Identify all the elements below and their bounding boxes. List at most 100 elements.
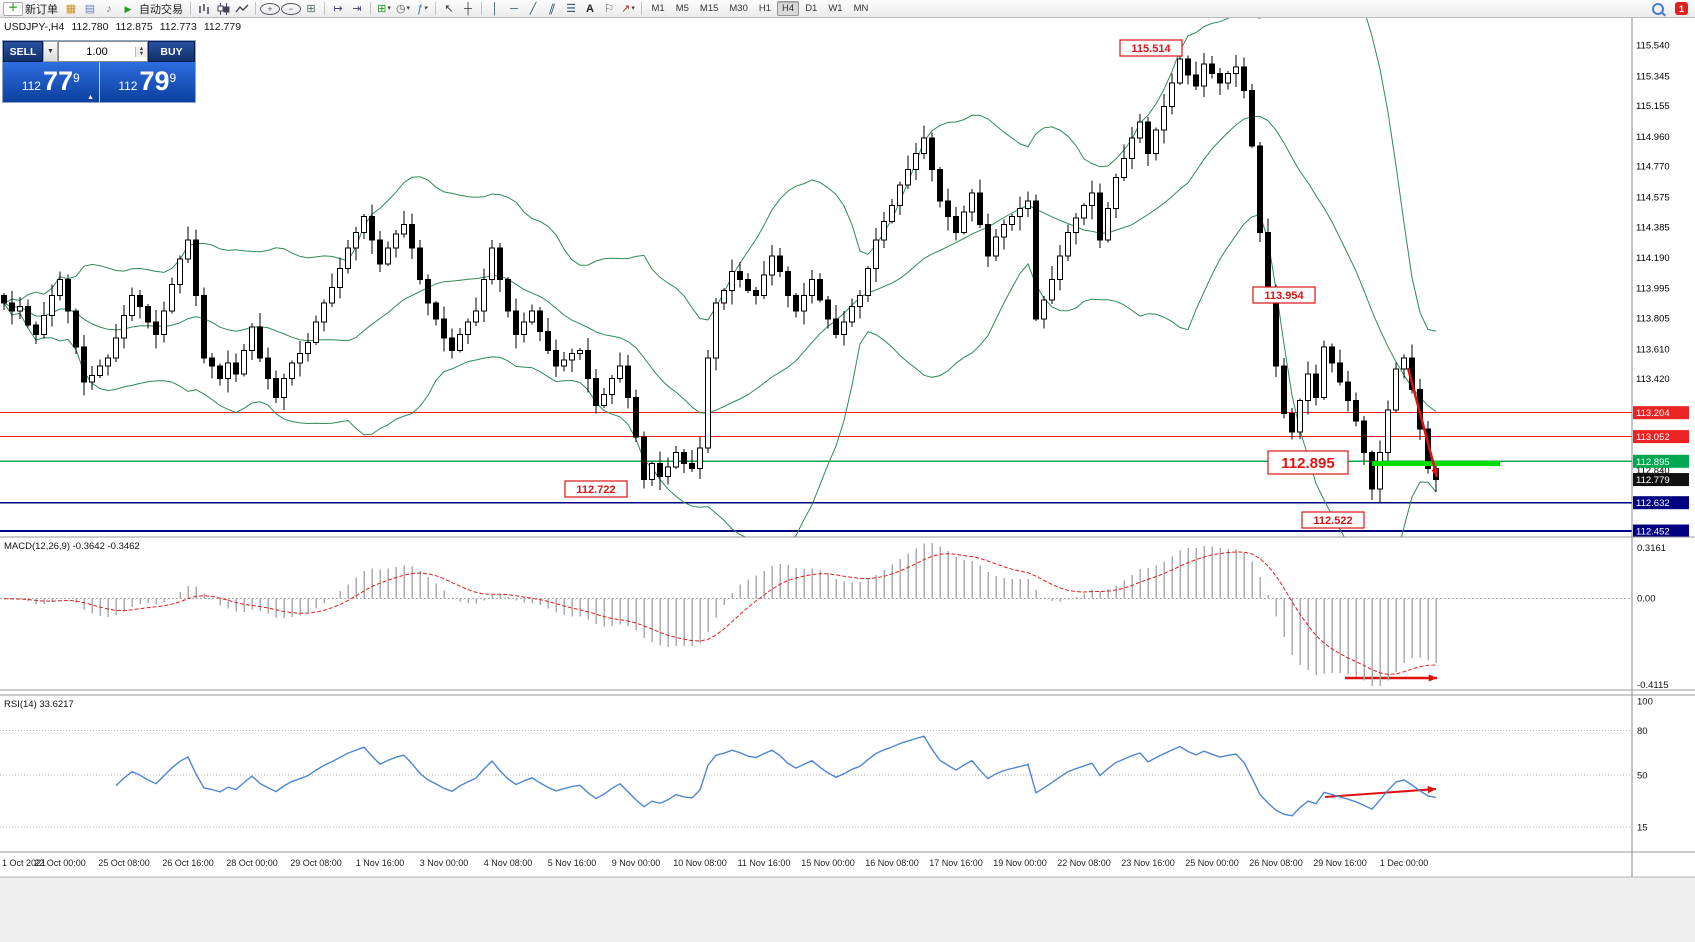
- volume-value[interactable]: 1.00: [86, 45, 108, 58]
- svg-text:15 Nov 00:00: 15 Nov 00:00: [801, 858, 855, 868]
- trend-arrows: [1324, 367, 1439, 798]
- svg-text:112.895: 112.895: [1281, 455, 1334, 472]
- svg-text:23 Nov 16:00: 23 Nov 16:00: [1121, 858, 1175, 868]
- timeframe-w1[interactable]: W1: [828, 3, 843, 14]
- low-value: 112.773: [159, 21, 197, 33]
- svg-text:26 Nov 08:00: 26 Nov 08:00: [1249, 858, 1303, 868]
- svg-text:MACD(12,26,9) -0.3642 -0.3462: MACD(12,26,9) -0.3642 -0.3462: [4, 541, 140, 552]
- timeframe-mn[interactable]: MN: [853, 3, 869, 14]
- svg-text:115.514: 115.514: [1131, 43, 1171, 55]
- arrow-objects-icon[interactable]: ↗ ▾: [621, 2, 635, 15]
- cursor-icon[interactable]: ↖: [444, 2, 454, 15]
- svg-text:113.610: 113.610: [1636, 344, 1670, 355]
- bid-ask-divider: [98, 62, 100, 102]
- one-click-trading-panel: SELL ▼ 1.00 ▲ ▼ BUY 112 77 9 112 79 9: [2, 40, 196, 103]
- tick-direction-icon: ▲: [87, 94, 94, 101]
- svg-text:28 Oct 00:00: 28 Oct 00:00: [226, 858, 278, 868]
- volume-field[interactable]: 1.00 ▲ ▼: [58, 41, 148, 62]
- order-type-dropdown[interactable]: ▼: [43, 41, 58, 62]
- channel-icon[interactable]: ∥: [547, 2, 557, 15]
- chart-window-icon[interactable]: ▦: [65, 2, 77, 15]
- svg-text:114.385: 114.385: [1636, 222, 1670, 233]
- fibonacci-icon[interactable]: ☰: [566, 2, 576, 15]
- candlestick-chart-icon[interactable]: [214, 1, 232, 17]
- chart-background: [0, 18, 1695, 942]
- trendline-icon[interactable]: ╱: [529, 2, 537, 15]
- svg-text:17 Nov 16:00: 17 Nov 16:00: [929, 858, 983, 868]
- notification-badge[interactable]: 1: [1675, 2, 1688, 15]
- bid-ask-row: 112 77 9 112 79 9 ▲: [3, 62, 195, 102]
- svg-text:16 Nov 08:00: 16 Nov 08:00: [865, 858, 919, 868]
- timeframe-group: M1 M5 M15 M30 H1 H4 D1 W1 MN: [646, 1, 874, 16]
- line-chart-icon[interactable]: [233, 1, 251, 17]
- ask-sup: 9: [169, 71, 177, 85]
- toolbar-separator: [370, 2, 371, 15]
- toolbar-separator: [324, 2, 325, 15]
- horizontal-lines: [0, 412, 1632, 533]
- new-order-label[interactable]: 新订单: [25, 3, 58, 16]
- zoom-out-icon[interactable]: −: [281, 2, 301, 15]
- ask-prefix: 112: [118, 79, 138, 93]
- svg-text:15: 15: [1637, 822, 1648, 833]
- auto-trading-label[interactable]: 自动交易: [139, 3, 183, 16]
- tile-windows-icon[interactable]: ⊞: [306, 2, 316, 15]
- svg-text:50: 50: [1637, 771, 1648, 782]
- auto-trading-icon[interactable]: ▶: [124, 3, 132, 14]
- toolbar: ＋ 新订单 ▦ ▤ ♪ ▶ 自动交易 + − ⊞ ↦ ⇥ ⊞ ▾ ◷ ▾ ƒ ▾ ↖ …: [0, 0, 1695, 18]
- svg-text:RSI(14) 33.6217: RSI(14) 33.6217: [4, 699, 74, 710]
- zoom-in-icon[interactable]: +: [260, 2, 280, 15]
- timeframe-m15[interactable]: M15: [699, 3, 719, 14]
- bid-price[interactable]: 112 77 9: [3, 62, 99, 102]
- svg-text:0.00: 0.00: [1637, 594, 1656, 605]
- volume-steppers: ▲ ▼: [135, 46, 147, 57]
- sell-button[interactable]: SELL: [3, 41, 43, 62]
- svg-text:112.840: 112.840: [1636, 465, 1670, 476]
- toolbar-separator: [190, 2, 191, 15]
- svg-text:29 Oct 08:00: 29 Oct 08:00: [290, 858, 342, 868]
- label-tool-icon[interactable]: ⚐: [604, 2, 614, 15]
- chart-shift-icon[interactable]: ⇥: [352, 2, 362, 15]
- svg-text:1 Nov 16:00: 1 Nov 16:00: [356, 858, 405, 868]
- new-chart-icon[interactable]: ⊞ ▾: [377, 2, 391, 15]
- indicators-icon[interactable]: ƒ ▾: [416, 2, 428, 15]
- bid-sup: 9: [73, 71, 80, 85]
- toolbar-separator: [641, 2, 642, 15]
- volume-down-button[interactable]: ▼: [136, 51, 147, 57]
- horizontal-line-icon[interactable]: ─: [510, 2, 518, 15]
- ask-big: 79: [139, 66, 170, 96]
- toolbar-separator: [255, 2, 256, 15]
- vertical-line-icon[interactable]: │: [491, 2, 499, 15]
- timeframe-d1[interactable]: D1: [805, 3, 818, 14]
- svg-text:-0.4115: -0.4115: [1637, 680, 1669, 691]
- toolbar-separator: [435, 2, 436, 15]
- timeframe-h1[interactable]: H1: [758, 3, 772, 14]
- profiles-icon[interactable]: ▤: [84, 2, 96, 15]
- ask-price[interactable]: 112 79 9: [100, 62, 196, 102]
- alerts-icon[interactable]: ♪: [106, 2, 112, 15]
- svg-text:25 Oct 08:00: 25 Oct 08:00: [98, 858, 150, 868]
- svg-text:114.575: 114.575: [1636, 192, 1670, 203]
- text-tool-icon[interactable]: A: [586, 2, 594, 15]
- rsi-panel: RSI(14) 33.6217 100 80 50 15: [0, 697, 1653, 833]
- search-icon[interactable]: [1652, 2, 1664, 15]
- volume-up-button[interactable]: ▲: [136, 46, 147, 52]
- auto-scroll-icon[interactable]: ↦: [333, 2, 343, 15]
- bollinger-bands: [3, 18, 1437, 537]
- svg-text:115.345: 115.345: [1636, 71, 1670, 82]
- timeframe-m30[interactable]: M30: [729, 3, 748, 14]
- timeframe-m1[interactable]: M1: [651, 3, 665, 14]
- buy-button[interactable]: BUY: [148, 41, 195, 62]
- close-value: 112.779: [203, 21, 242, 33]
- svg-text:9 Nov 00:00: 9 Nov 00:00: [612, 858, 661, 868]
- crosshair-icon[interactable]: ┼: [464, 2, 472, 15]
- new-order-icon[interactable]: ＋: [3, 1, 23, 16]
- timeframe-h4[interactable]: H4: [777, 1, 800, 16]
- periods-icon[interactable]: ◷ ▾: [395, 2, 411, 15]
- svg-text:112.779: 112.779: [1636, 475, 1670, 486]
- svg-text:1 Oct 2021: 1 Oct 2021: [2, 858, 46, 868]
- timeframe-m5[interactable]: M5: [675, 3, 689, 14]
- svg-text:100: 100: [1637, 697, 1653, 708]
- bar-chart-icon[interactable]: [195, 1, 213, 17]
